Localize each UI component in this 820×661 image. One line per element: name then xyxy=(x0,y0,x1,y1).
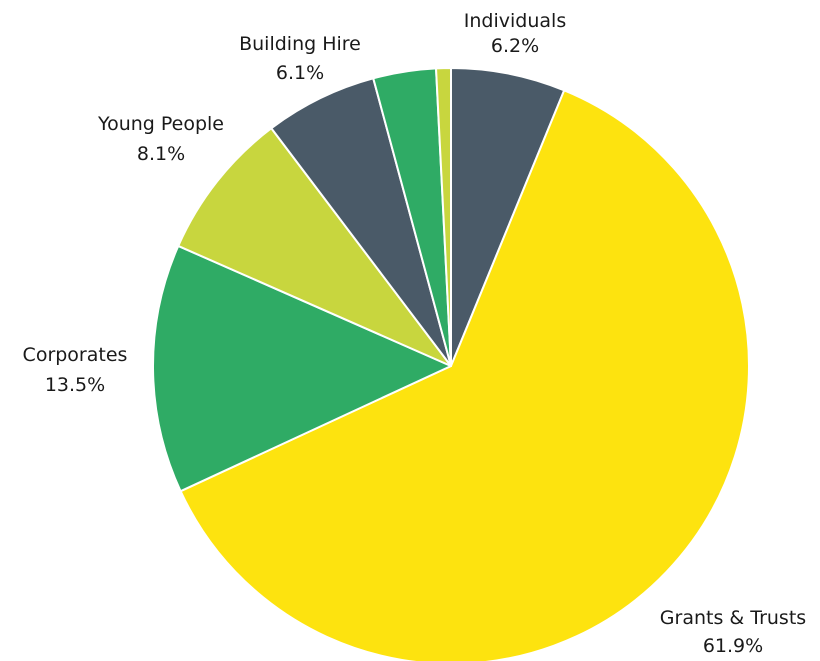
label-young-people-percent: 8.1% xyxy=(137,143,185,165)
pie-slices xyxy=(152,67,750,661)
label-individuals-name: Individuals xyxy=(464,10,566,32)
slice-individuals xyxy=(450,67,566,367)
slice-corporates xyxy=(152,244,452,493)
slice-young-people xyxy=(177,127,452,367)
label-corporates-percent: 13.5% xyxy=(45,374,105,396)
label-grants-trusts-percent: 61.9% xyxy=(703,635,763,657)
slice-grants-trusts xyxy=(179,89,750,661)
slice-unlabeled-6 xyxy=(435,67,452,367)
label-young-people-name: Young People xyxy=(97,113,224,135)
label-corporates-name: Corporates xyxy=(23,344,128,366)
label-individuals-percent: 6.2% xyxy=(491,35,539,57)
label-grants-trusts-name: Grants & Trusts xyxy=(660,607,806,629)
label-building-hire-percent: 6.1% xyxy=(276,62,324,84)
label-building-hire-name: Building Hire xyxy=(239,33,361,55)
pie-labels: Individuals 6.2% Grants & Trusts 61.9% C… xyxy=(23,10,807,657)
